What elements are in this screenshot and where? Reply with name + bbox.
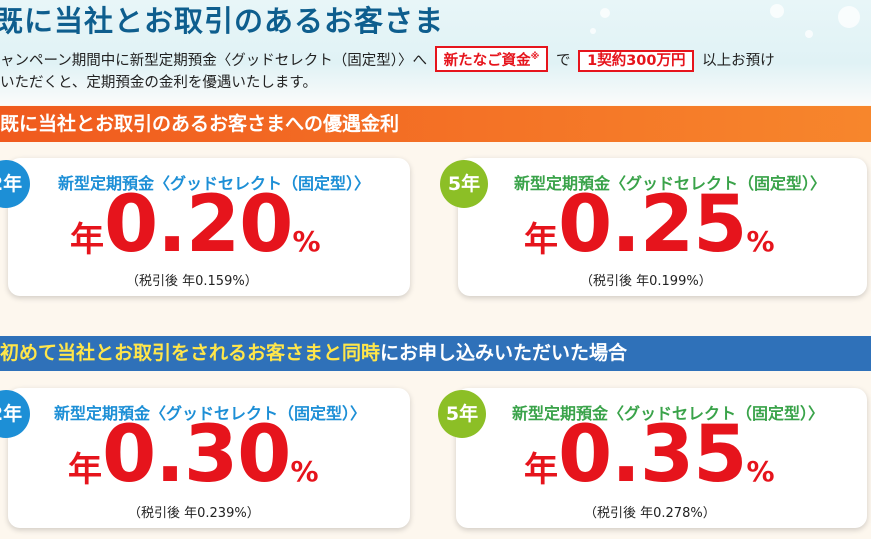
section1-banner: 既に当社とお取引のあるお客さまへの優遇金利 xyxy=(0,106,871,142)
rate-number: 0.25 xyxy=(558,180,747,270)
rate-unit: % xyxy=(290,455,319,488)
rate-prefix: 年 xyxy=(524,220,558,260)
footnote-mark: ※ xyxy=(530,52,540,62)
rate-value: 年0.30% xyxy=(68,410,319,500)
section2-banner: 初めて当社とお取引をされるお客さまと同時にお申し込みいただいた場合 xyxy=(0,336,871,371)
rate-card-5yr-existing: 新型定期預金〈グッドセレクト（固定型）〉 年0.25% （税引後 年0.199%… xyxy=(458,158,867,296)
term-badge-5yr: 5年 xyxy=(438,390,486,438)
rate-value: 年0.25% xyxy=(524,180,775,270)
rate-value: 年0.35% xyxy=(524,410,775,500)
rate-number: 0.20 xyxy=(104,180,293,270)
product-name: 新型定期預金〈グッドセレクト（固定型）〉 xyxy=(512,404,825,423)
decorative-bubble xyxy=(600,8,610,18)
product-name: 新型定期預金〈グッドセレクト（固定型）〉 xyxy=(54,404,367,423)
rate-prefix: 年 xyxy=(68,450,102,490)
intro-text-c: 以上お預け xyxy=(702,52,775,69)
rate-number: 0.35 xyxy=(558,410,747,500)
rate-unit: % xyxy=(746,225,775,258)
intro-text-a: ャンペーン期間中に新型定期預金〈グッドセレクト（固定型）〉へ xyxy=(0,52,428,69)
product-name: 新型定期預金〈グッドセレクト（固定型）〉 xyxy=(514,174,827,193)
intro-line-1: ャンペーン期間中に新型定期預金〈グッドセレクト（固定型）〉へ 新たなご資金※ で… xyxy=(0,46,775,72)
rate-card-2yr-new: 新型定期預金〈グッドセレクト（固定型）〉 年0.30% （税引後 年0.239%… xyxy=(8,388,410,528)
new-funds-tag: 新たなご資金※ xyxy=(434,46,549,72)
minimum-amount-tag: 1契約300万円 xyxy=(578,49,695,72)
intro-line-2: いただくと、定期預金の金利を優遇いたします。 xyxy=(0,75,317,91)
rate-prefix: 年 xyxy=(70,220,104,260)
after-tax-rate: （税引後 年0.159%） xyxy=(126,274,258,289)
section2-banner-highlight: 初めて当社とお取引をされるお客さまと同時 xyxy=(0,342,381,364)
intro-text-b: で xyxy=(556,52,571,69)
new-funds-label: 新たなご資金 xyxy=(443,52,531,69)
rate-prefix: 年 xyxy=(524,450,558,490)
page-title: 既に当社とお取引のあるお客さま xyxy=(0,4,445,38)
section2-banner-rest: にお申し込みいただいた場合 xyxy=(380,342,628,364)
rate-card-2yr-existing: 新型定期預金〈グッドセレクト（固定型）〉 年0.20% （税引後 年0.159%… xyxy=(8,158,410,296)
term-badge-5yr: 5年 xyxy=(440,160,488,208)
rate-unit: % xyxy=(746,455,775,488)
after-tax-rate: （税引後 年0.199%） xyxy=(580,274,712,289)
rate-card-5yr-new: 新型定期預金〈グッドセレクト（固定型）〉 年0.35% （税引後 年0.278%… xyxy=(456,388,867,528)
decorative-bubble xyxy=(805,30,813,38)
rate-number: 0.30 xyxy=(102,410,291,500)
decorative-bubble xyxy=(770,4,784,18)
rate-value: 年0.20% xyxy=(70,180,321,270)
rate-unit: % xyxy=(292,225,321,258)
product-name: 新型定期預金〈グッドセレクト（固定型）〉 xyxy=(58,174,371,193)
decorative-bubble xyxy=(590,28,596,34)
after-tax-rate: （税引後 年0.278%） xyxy=(584,506,716,521)
decorative-bubble xyxy=(838,6,860,28)
after-tax-rate: （税引後 年0.239%） xyxy=(128,506,260,521)
